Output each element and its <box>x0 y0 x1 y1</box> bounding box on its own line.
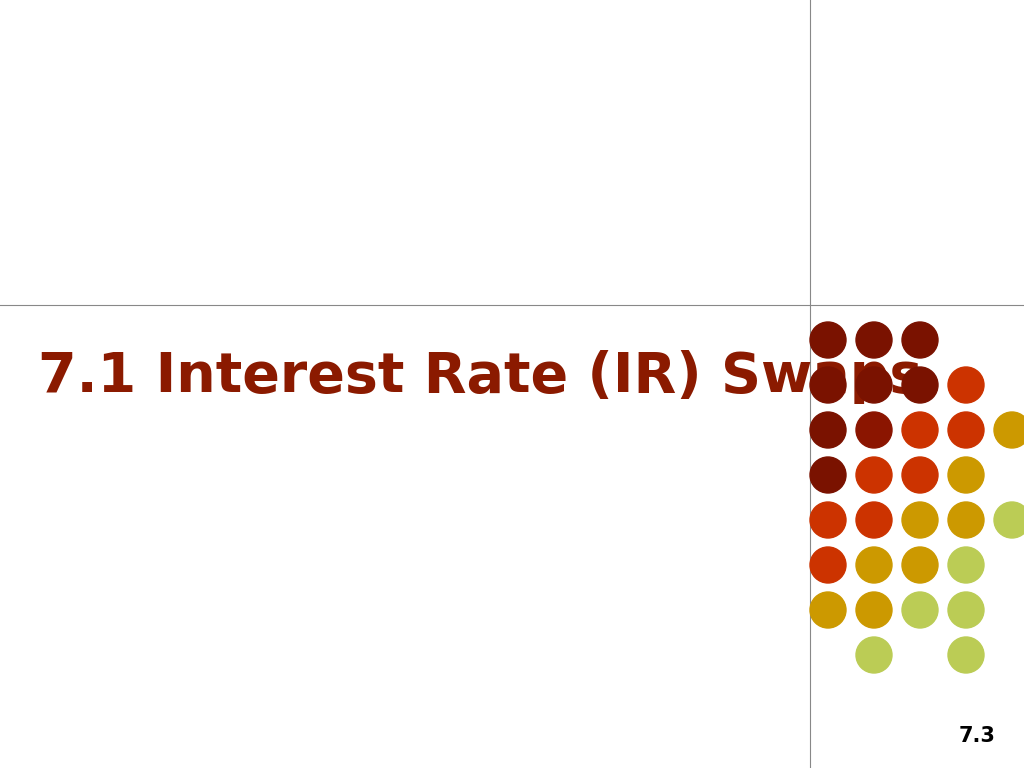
Circle shape <box>810 367 846 403</box>
Text: 7.1 Interest Rate (IR) Swaps: 7.1 Interest Rate (IR) Swaps <box>38 350 923 404</box>
Circle shape <box>856 592 892 628</box>
Circle shape <box>856 412 892 448</box>
Circle shape <box>948 457 984 493</box>
Circle shape <box>810 457 846 493</box>
Circle shape <box>902 322 938 358</box>
Circle shape <box>948 547 984 583</box>
Circle shape <box>856 367 892 403</box>
Circle shape <box>994 502 1024 538</box>
Text: 7.3: 7.3 <box>959 726 996 746</box>
Circle shape <box>902 502 938 538</box>
Circle shape <box>856 637 892 673</box>
Circle shape <box>948 367 984 403</box>
Circle shape <box>810 412 846 448</box>
Circle shape <box>856 502 892 538</box>
Circle shape <box>948 592 984 628</box>
Circle shape <box>902 592 938 628</box>
Circle shape <box>810 322 846 358</box>
Circle shape <box>948 502 984 538</box>
Circle shape <box>948 637 984 673</box>
Circle shape <box>856 322 892 358</box>
Circle shape <box>856 547 892 583</box>
Circle shape <box>994 412 1024 448</box>
Circle shape <box>948 412 984 448</box>
Circle shape <box>902 367 938 403</box>
Circle shape <box>810 547 846 583</box>
Circle shape <box>810 502 846 538</box>
Circle shape <box>856 457 892 493</box>
Circle shape <box>902 457 938 493</box>
Circle shape <box>902 412 938 448</box>
Circle shape <box>902 547 938 583</box>
Circle shape <box>810 592 846 628</box>
